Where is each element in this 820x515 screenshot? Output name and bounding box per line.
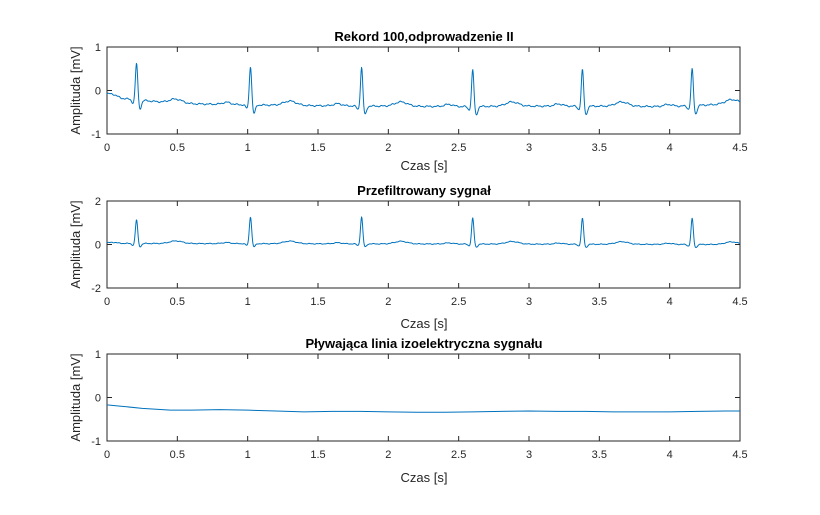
- xtick-label: 4.5: [732, 296, 747, 308]
- subplot-2-ylabel: Amplituda [mV]: [68, 200, 83, 288]
- ytick-label: 1: [95, 42, 101, 54]
- subplot-1-trace: [106, 62, 741, 116]
- xtick-label: 2: [385, 449, 391, 461]
- xtick-label: 2.5: [451, 142, 466, 154]
- subplot-3-ylabel: Amplituda [mV]: [68, 353, 83, 441]
- subplot-1: Rekord 100,odprowadzenie II 0 0.5 1 1.5 2 2.5…: [68, 29, 748, 173]
- xtick-label: 4.5: [732, 142, 747, 154]
- subplot-1-ylabel: Amplituda [mV]: [68, 46, 83, 134]
- xtick-label: 2: [385, 142, 391, 154]
- subplot-3-title: Pływająca linia izoelektryczna sygnału: [306, 336, 543, 351]
- xtick-label: 1: [245, 449, 251, 461]
- xtick-label: 3: [526, 142, 532, 154]
- subplot-2-trace-group: [106, 216, 741, 249]
- xtick-label: 1.5: [310, 449, 325, 461]
- subplot-2-ticks: 0 0.5 1 1.5 2 2.5 3 3.5 4 4.5-202: [91, 196, 747, 308]
- subplot-3-ticks: 0 0.5 1 1.5 2 2.5 3 3.5 4 4.5-101: [91, 349, 747, 461]
- xtick-label: 2: [385, 296, 391, 308]
- subplot-1-xlabel: Czas [s]: [401, 158, 448, 173]
- xtick-label: 3: [526, 296, 532, 308]
- subplot-1-axes: [106, 46, 741, 135]
- subplot-1-trace-group: [106, 62, 741, 116]
- subplot-1-ticks: 0 0.5 1 1.5 2 2.5 3 3.5 4 4.5-101: [91, 42, 747, 154]
- xtick-label: 1: [245, 296, 251, 308]
- xtick-label: 0.5: [170, 142, 185, 154]
- xtick-label: 3.5: [592, 142, 607, 154]
- xtick-label: 0.5: [170, 296, 185, 308]
- xtick-label: 0: [104, 296, 110, 308]
- subplot-3: Pływająca linia izoelektryczna sygnału 0…: [68, 336, 748, 485]
- ytick-label: 0: [95, 86, 101, 98]
- subplot-2: Przefiltrowany sygnał 0 0.5 1 1.5 2 2.5 3 3.5 4 4…: [68, 183, 748, 331]
- subplot-3-axes: [106, 353, 741, 442]
- ytick-label: 2: [95, 196, 101, 208]
- xtick-label: 0.5: [170, 449, 185, 461]
- xtick-label: 3.5: [592, 449, 607, 461]
- ytick-label: -1: [91, 436, 101, 448]
- xtick-label: 4: [667, 142, 673, 154]
- xtick-label: 1.5: [310, 142, 325, 154]
- subplot-2-trace: [106, 216, 741, 249]
- xtick-label: 4: [667, 296, 673, 308]
- subplot-3-trace: [106, 404, 740, 413]
- ytick-label: 1: [95, 349, 101, 361]
- ytick-label: -2: [91, 283, 101, 295]
- subplot-2-xlabel: Czas [s]: [401, 316, 448, 331]
- xtick-label: 1.5: [310, 296, 325, 308]
- subplot-2-title: Przefiltrowany sygnał: [357, 183, 491, 198]
- subplot-3-trace-group: [106, 404, 740, 413]
- ytick-label: 0: [95, 393, 101, 405]
- subplot-3-xlabel: Czas [s]: [401, 470, 448, 485]
- ytick-label: -1: [91, 129, 101, 141]
- ytick-label: 0: [95, 240, 101, 252]
- xtick-label: 4.5: [732, 449, 747, 461]
- xtick-label: 0: [104, 449, 110, 461]
- xtick-label: 2.5: [451, 449, 466, 461]
- xtick-label: 0: [104, 142, 110, 154]
- xtick-label: 1: [245, 142, 251, 154]
- xtick-label: 2.5: [451, 296, 466, 308]
- xtick-label: 4: [667, 449, 673, 461]
- xtick-label: 3: [526, 449, 532, 461]
- subplot-1-title: Rekord 100,odprowadzenie II: [334, 29, 513, 44]
- xtick-label: 3.5: [592, 296, 607, 308]
